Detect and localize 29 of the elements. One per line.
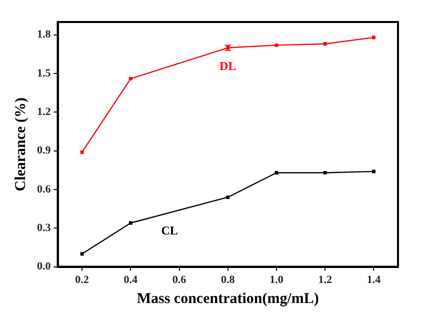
y-tick-label: 1.5 (37, 67, 52, 80)
x-axis-title: Mass concentration(mg/mL) (136, 290, 319, 307)
point (80, 150, 84, 154)
y-tick-label: 0.6 (37, 183, 52, 196)
y-tick-label: 0.0 (37, 260, 52, 273)
series-label: CL (161, 224, 178, 238)
y-tick-label: 1.8 (37, 28, 52, 41)
point (274, 43, 278, 47)
point (372, 36, 376, 40)
x-tick-label: 1.0 (270, 274, 284, 286)
y-tick-label: 0.9 (37, 144, 52, 157)
series-label: DL (220, 58, 236, 73)
x-tick-label: 0.8 (221, 274, 236, 286)
x-tick-label: 0.6 (172, 274, 187, 286)
y-tick-label: 1.2 (37, 106, 52, 118)
point (226, 195, 230, 199)
x-tick-label: 1.2 (318, 274, 332, 286)
point (372, 170, 376, 174)
point (323, 171, 327, 174)
y-axis-title: Clearance (%) (12, 98, 29, 192)
y-tick-label: 0.3 (37, 222, 52, 234)
x-tick-label: 0.2 (75, 274, 90, 286)
point (128, 221, 132, 225)
point (80, 252, 84, 256)
x-tick-label: 1.4 (366, 274, 382, 286)
point (323, 42, 327, 46)
point (128, 76, 132, 80)
x-tick-label: 0.4 (124, 274, 138, 286)
point (274, 171, 278, 174)
